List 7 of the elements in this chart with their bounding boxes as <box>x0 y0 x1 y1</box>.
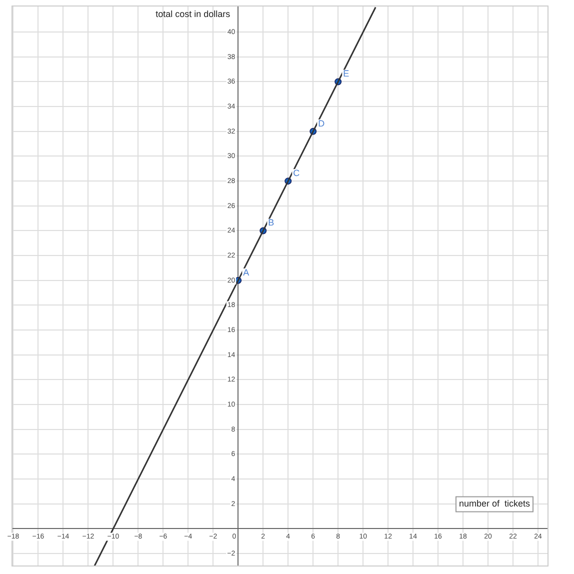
y-axis-title: total cost in dollars <box>156 8 231 19</box>
annotation: B <box>268 218 274 228</box>
x-axis-title: number of tickets <box>458 498 530 509</box>
annotation: C <box>293 168 300 178</box>
annotation: D <box>318 118 326 128</box>
annotation: A <box>243 267 250 278</box>
annotation: E <box>343 68 350 79</box>
